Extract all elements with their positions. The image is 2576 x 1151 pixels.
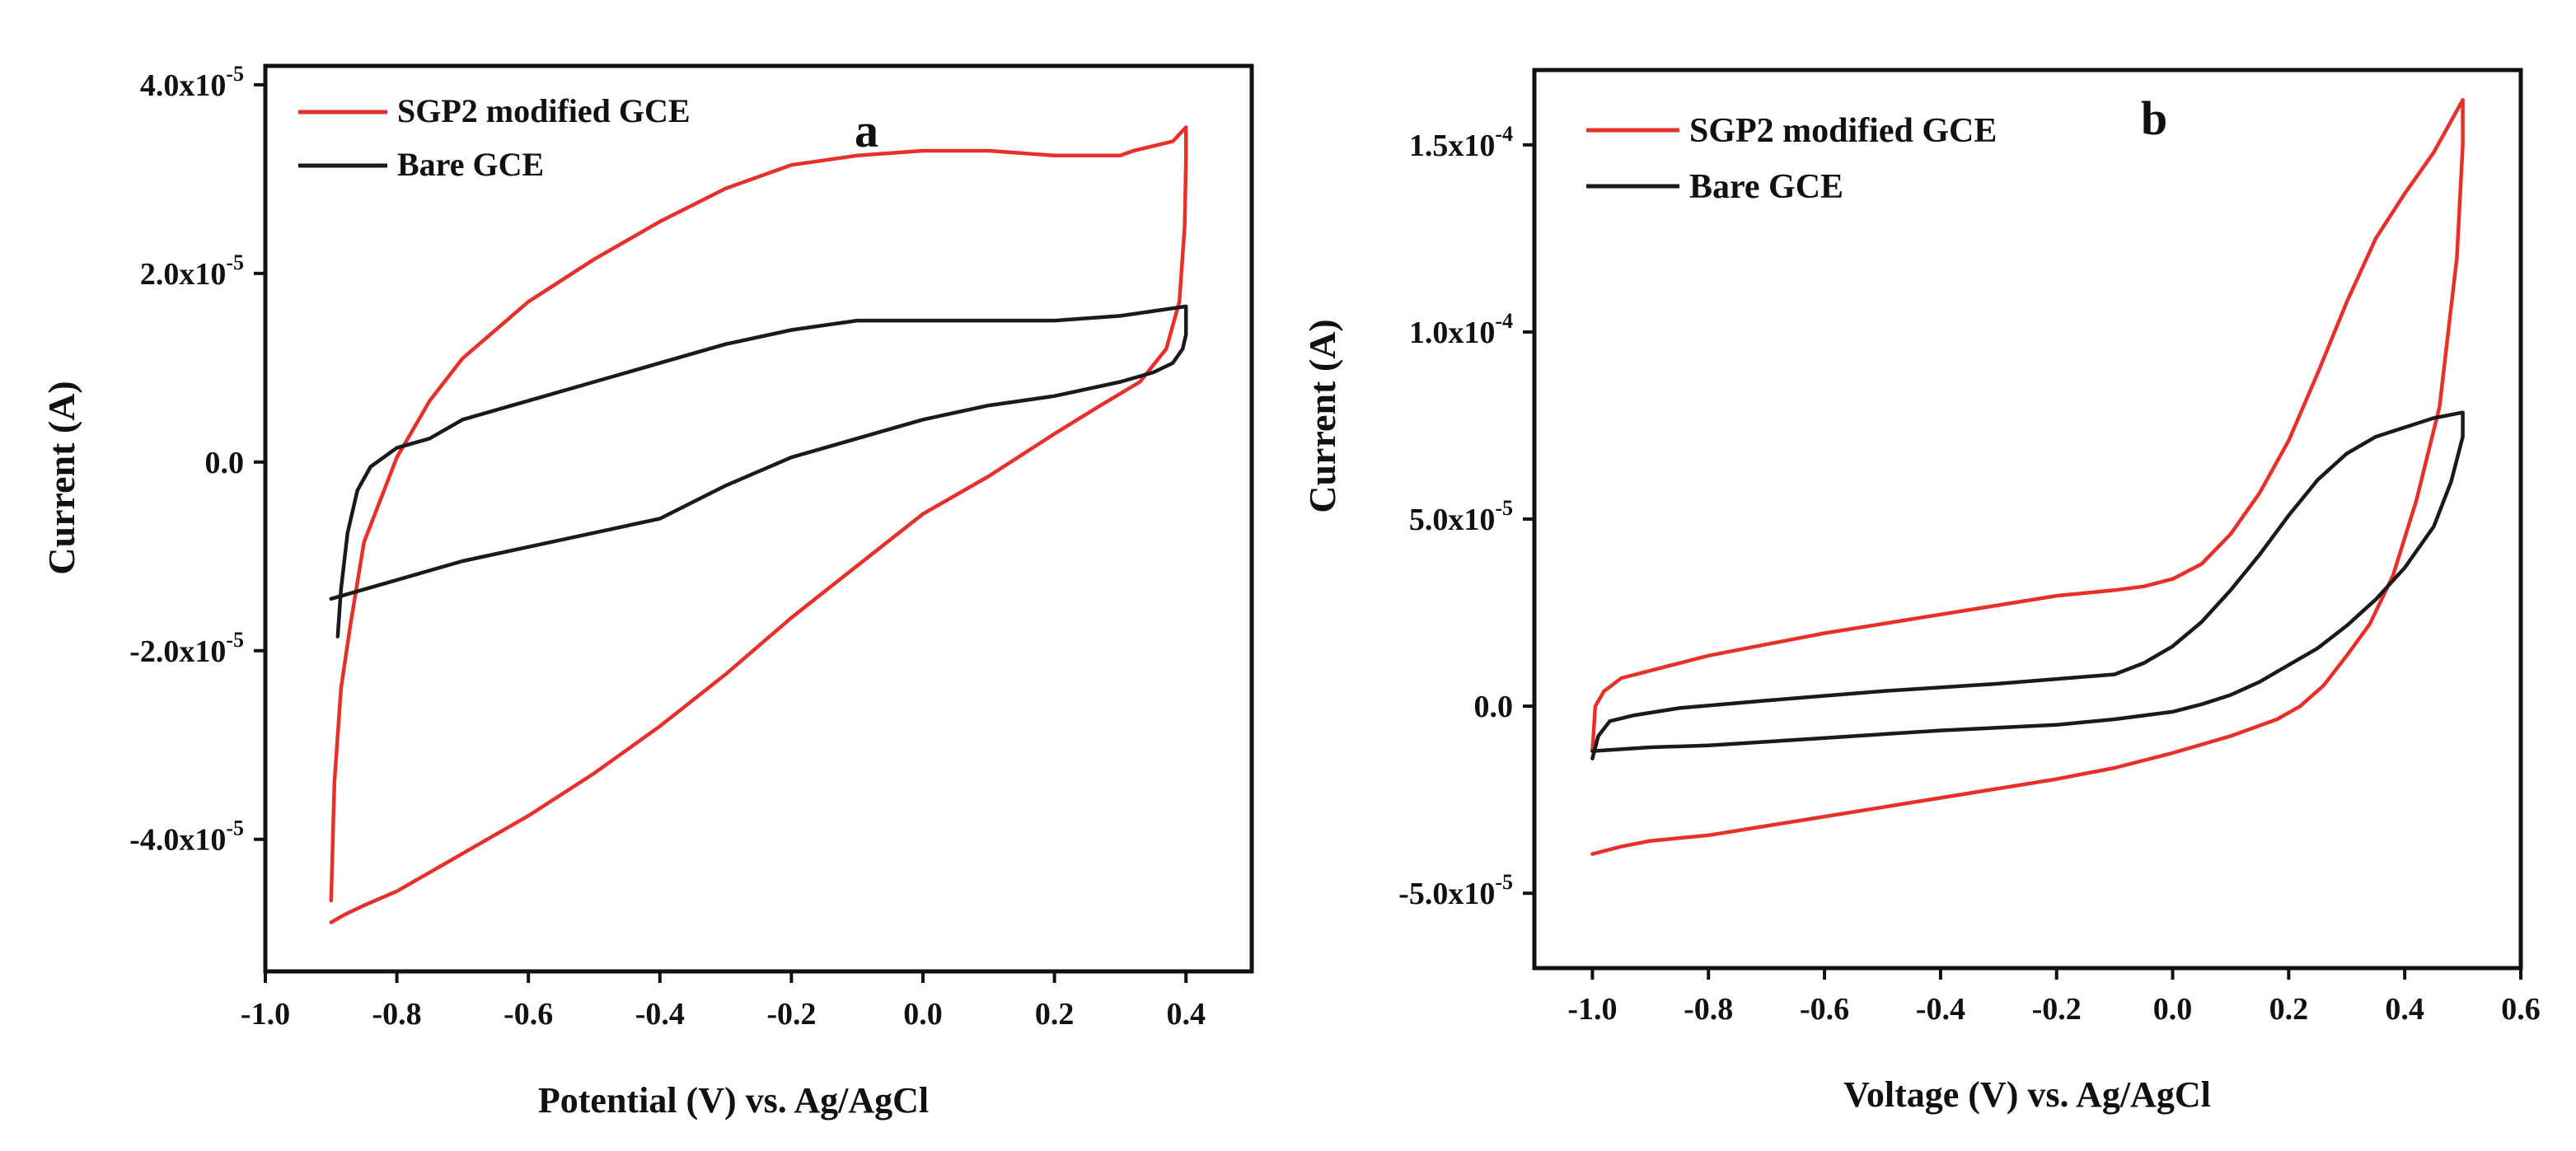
x-tick-label: 0.2 — [1035, 997, 1075, 1032]
legend: SGP2 modified GCE Bare GCE — [298, 92, 691, 183]
x-tick-label: -0.2 — [2032, 992, 2082, 1027]
series-layer — [1590, 98, 2465, 856]
legend-label-sgp2: SGP2 modified GCE — [397, 92, 691, 129]
x-tick-label: -0.8 — [1684, 992, 1733, 1027]
x-tick-label: -0.4 — [1916, 992, 1965, 1027]
chart-panel-b: -1.0 -0.8 -0.6 -0.4 -0.2 0.0 0.2 0.4 0.6 -5.0x10-… — [1301, 68, 2541, 1115]
panel-label: b — [2141, 91, 2167, 145]
y-tick-label: -4.0x10-5 — [129, 816, 244, 858]
y-axis-label: Current (A) — [40, 381, 82, 574]
y-tick-label: 0.0 — [1474, 690, 1514, 724]
panel-label: a — [855, 104, 878, 157]
x-axis-label: Voltage (V) vs. Ag/AgCl — [1843, 1074, 2211, 1115]
x-tick-label: 0.2 — [2269, 992, 2309, 1027]
x-tick-label: -0.2 — [766, 997, 816, 1032]
tick-layer: -1.0 -0.8 -0.6 -0.4 -0.2 0.0 0.2 0.4 0.6 -5.0x10-… — [1398, 122, 2541, 1027]
y-tick-label: 2.0x10-5 — [140, 250, 244, 292]
y-tick-label: 0.0 — [205, 446, 245, 480]
x-tick-label: 0.0 — [903, 997, 943, 1032]
x-tick-label: 0.0 — [2153, 992, 2193, 1027]
x-tick-label: -0.8 — [372, 997, 422, 1032]
chart-panel-a: -1.0 -0.8 -0.6 -0.4 -0.2 0.0 0.2 0.4 -4.0x10-5 -2… — [40, 62, 1254, 1121]
x-tick-label: 0.4 — [1166, 997, 1206, 1032]
x-tick-label: 0.4 — [2385, 992, 2424, 1027]
x-tick-label: -0.4 — [635, 997, 685, 1032]
y-tick-label: -2.0x10-5 — [129, 628, 244, 669]
legend: SGP2 modified GCE Bare GCE — [1586, 112, 1997, 206]
legend-label-bare: Bare GCE — [1689, 168, 1843, 206]
series-layer — [329, 125, 1188, 924]
series-line-sgp2-modified-gce — [329, 125, 1188, 924]
legend-label-bare: Bare GCE — [397, 146, 544, 183]
x-tick-label: -0.6 — [503, 997, 553, 1032]
legend-label-sgp2: SGP2 modified GCE — [1689, 112, 1997, 150]
x-tick-label: -0.6 — [1800, 992, 1849, 1027]
series-line-bare-gce — [1590, 410, 2465, 760]
y-tick-label: -5.0x10-5 — [1398, 870, 1513, 911]
series-line-sgp2-modified-gce — [1590, 98, 2465, 856]
x-axis-label: Potential (V) vs. Ag/AgCl — [538, 1080, 929, 1121]
y-axis-label: Current (A) — [1301, 319, 1343, 512]
plot-frame — [263, 63, 1254, 974]
y-tick-label: 1.0x10-4 — [1409, 309, 1513, 350]
y-tick-label: 4.0x10-5 — [140, 62, 244, 103]
x-tick-label: -1.0 — [1567, 992, 1617, 1027]
x-tick-label: 0.6 — [2501, 992, 2541, 1027]
series-line-bare-gce — [329, 304, 1188, 639]
tick-layer: -1.0 -0.8 -0.6 -0.4 -0.2 0.0 0.2 0.4 -4.0x10-5 -2… — [129, 62, 1206, 1032]
y-tick-label: 1.5x10-4 — [1409, 122, 1513, 163]
y-tick-label: 5.0x10-5 — [1409, 496, 1513, 537]
x-tick-label: -1.0 — [241, 997, 290, 1032]
